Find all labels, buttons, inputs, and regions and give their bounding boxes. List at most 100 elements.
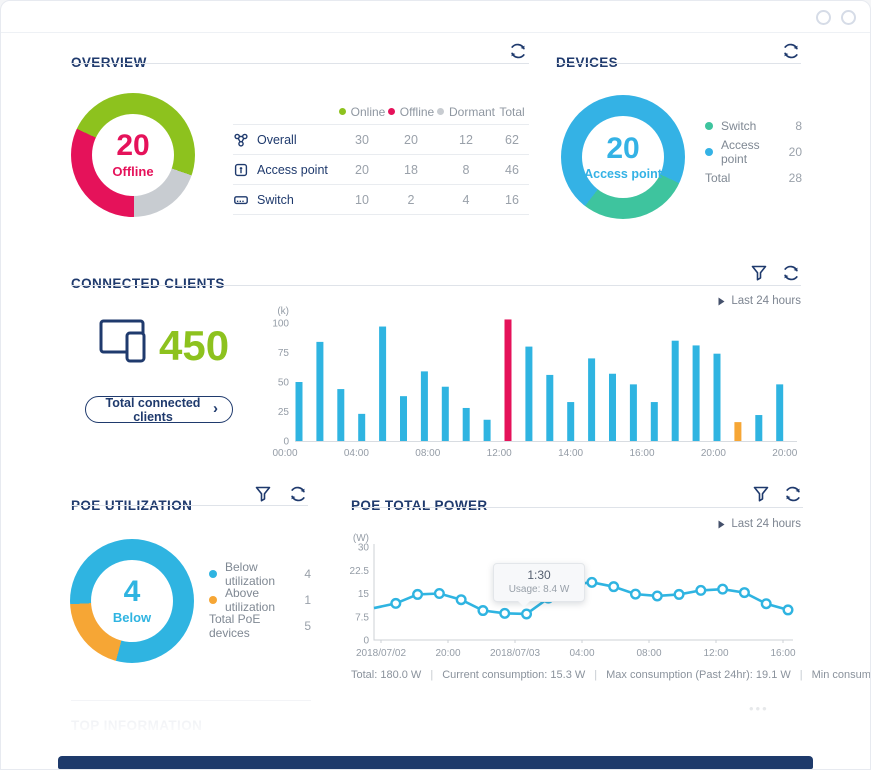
bar bbox=[483, 419, 491, 441]
devices-divider bbox=[556, 63, 801, 64]
y-tick-label: 50 bbox=[278, 378, 290, 389]
refresh-icon[interactable] bbox=[508, 41, 528, 61]
bar bbox=[776, 384, 784, 441]
line-point bbox=[629, 588, 641, 600]
play-triangle-icon bbox=[718, 297, 725, 305]
devices-legend: Switch 8 Access point 20 Total 28 bbox=[705, 113, 802, 191]
poe-donut-value: 4 bbox=[123, 575, 141, 608]
y-tick-label: 100 bbox=[272, 319, 289, 330]
filter-icon[interactable] bbox=[253, 484, 273, 504]
chevron-right-icon: › bbox=[213, 400, 218, 417]
bar bbox=[692, 345, 700, 441]
offline-dot bbox=[387, 108, 395, 115]
line-point bbox=[673, 588, 685, 600]
devices-donut-value: 20 bbox=[606, 131, 640, 165]
poe-utilization-divider bbox=[71, 505, 308, 506]
bottom-bar bbox=[58, 756, 813, 769]
y-tick-label: 7.5 bbox=[355, 612, 369, 623]
overview-donut-value: 20 bbox=[116, 129, 150, 162]
y-tick-label: 22.5 bbox=[350, 566, 370, 577]
bar bbox=[671, 340, 679, 441]
stat-min: Min consumption (Past 24hr): 1.3 W bbox=[811, 669, 871, 681]
bar bbox=[337, 389, 345, 441]
refresh-icon[interactable] bbox=[783, 484, 803, 504]
table-row-overall: Overall 30 20 12 62 bbox=[233, 124, 529, 154]
overview-donut-label: Offline bbox=[112, 164, 154, 179]
online-dot bbox=[338, 108, 346, 115]
tooltip-usage: Usage: 8.4 W bbox=[508, 584, 570, 595]
overview-divider bbox=[71, 63, 529, 64]
overview-donut-chart: 20 Offline bbox=[71, 93, 195, 217]
line-point bbox=[738, 587, 750, 599]
dormant-dot bbox=[437, 108, 444, 115]
x-tick-label: 08:00 bbox=[415, 448, 440, 459]
line-point bbox=[760, 598, 772, 610]
x-tick-label: 12:00 bbox=[487, 448, 512, 459]
window-control-circle-1[interactable] bbox=[816, 10, 831, 25]
table-row-switch: Switch 10 2 4 16 bbox=[233, 184, 529, 215]
line-point bbox=[455, 594, 467, 606]
network-nodes-icon bbox=[234, 133, 248, 147]
bar bbox=[609, 373, 616, 441]
poe-donut-chart: 4 Below bbox=[70, 539, 194, 663]
period-selector[interactable]: Last 24 hours bbox=[701, 518, 801, 530]
x-tick-label: 20:00 bbox=[701, 448, 726, 459]
chart-tooltip: 1:30 Usage: 8.4 W bbox=[493, 563, 585, 607]
filter-icon[interactable] bbox=[751, 484, 771, 504]
refresh-icon[interactable] bbox=[288, 484, 308, 504]
hidden-section-divider bbox=[71, 700, 311, 701]
connected-clients-bar-chart[interactable]: (k) 0 25 50 75 100 00:00 04:00 08:00 12:00 14:00 16… bbox=[257, 303, 803, 463]
legend-item-total: Total 28 bbox=[705, 171, 802, 185]
bar bbox=[462, 407, 470, 441]
bar bbox=[546, 374, 554, 441]
x-tick-label: 04:00 bbox=[569, 648, 594, 659]
line-point bbox=[717, 583, 729, 595]
table-header-row: Online Offline Dormant Total bbox=[233, 99, 529, 124]
poe-total-power-title: POE TOTAL POWER bbox=[351, 498, 488, 514]
bar bbox=[567, 402, 575, 441]
overview-table: Online Offline Dormant Total Overall 30 … bbox=[233, 99, 529, 215]
window-control-circle-2[interactable] bbox=[841, 10, 856, 25]
devices-donut-chart: 20 Access point bbox=[561, 95, 685, 219]
connected-clients-divider bbox=[71, 285, 801, 286]
legend-item-below-utilization: Below utilization 4 bbox=[209, 560, 311, 588]
devices-title: DEVICES bbox=[556, 55, 619, 71]
line-point bbox=[608, 581, 620, 593]
bar bbox=[379, 326, 387, 441]
line-point bbox=[521, 608, 533, 620]
more-dots-icon[interactable]: ••• bbox=[749, 701, 769, 716]
line-point bbox=[586, 576, 598, 588]
x-tick-label: 08:00 bbox=[636, 648, 661, 659]
poe-total-power-divider bbox=[351, 507, 803, 508]
legend-item-above-utilization: Above utilization 1 bbox=[209, 586, 311, 614]
y-axis-unit: (k) bbox=[277, 306, 289, 317]
stat-max: Max consumption (Past 24hr): 19.1 W bbox=[606, 669, 791, 681]
bar bbox=[441, 386, 449, 441]
x-tick-label: 2018/07/02 bbox=[356, 648, 406, 659]
poe-utilization-legend: Below utilization 4 Above utilization 1 To… bbox=[209, 560, 311, 640]
line-point bbox=[782, 604, 794, 616]
x-tick-label: 14:00 bbox=[558, 448, 583, 459]
poe-donut-label: Below bbox=[112, 610, 152, 625]
x-tick-label: 20:00 bbox=[435, 648, 460, 659]
refresh-icon[interactable] bbox=[781, 263, 801, 283]
x-tick-label: 16:00 bbox=[629, 448, 654, 459]
bar bbox=[650, 402, 658, 441]
total-connected-clients-button[interactable]: Total connected clients › bbox=[85, 396, 233, 424]
axes-lines bbox=[373, 544, 793, 641]
line-point bbox=[651, 590, 663, 602]
filter-icon[interactable] bbox=[749, 263, 769, 283]
bar bbox=[588, 358, 596, 441]
bar bbox=[629, 384, 637, 441]
y-tick-label: 75 bbox=[278, 348, 290, 359]
refresh-icon[interactable] bbox=[781, 41, 801, 61]
stat-current: Current consumption: 15.3 W bbox=[442, 669, 586, 681]
x-tick-label: 2018/07/03 bbox=[490, 648, 540, 659]
period-selector[interactable]: Last 24 hours bbox=[701, 295, 801, 307]
y-tick-label: 0 bbox=[283, 437, 289, 448]
x-tick-label: 16:00 bbox=[770, 648, 795, 659]
y-axis-unit: (W) bbox=[353, 533, 369, 544]
y-tick-label: 0 bbox=[363, 636, 369, 647]
table-row-access-point: Access point 20 18 8 46 bbox=[233, 154, 529, 184]
